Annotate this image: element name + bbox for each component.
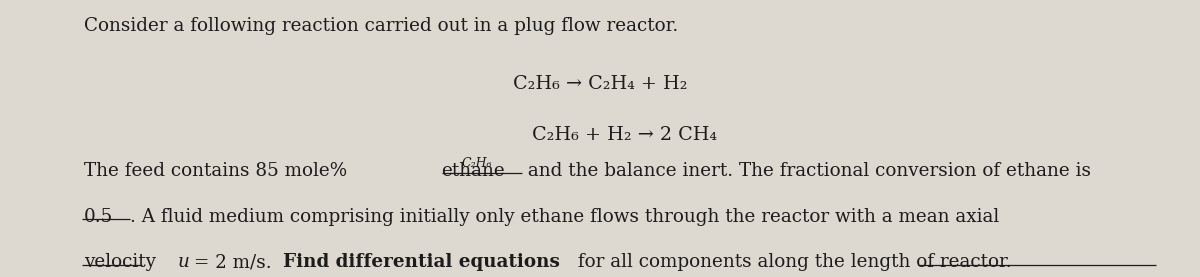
Text: for all components along the length of reactor.: for all components along the length of r… — [572, 253, 1012, 271]
Text: u: u — [178, 253, 190, 271]
Text: C₂H₆ + H₂ → 2 CH₄: C₂H₆ + H₂ → 2 CH₄ — [532, 126, 716, 144]
Text: and the balance inert. The fractional conversion of ethane is: and the balance inert. The fractional co… — [522, 162, 1091, 180]
Text: C₂H₆ → C₂H₄ + H₂: C₂H₆ → C₂H₄ + H₂ — [512, 75, 688, 93]
Text: . A fluid medium comprising initially only ethane flows through the reactor with: . A fluid medium comprising initially on… — [130, 208, 998, 226]
Text: ethane: ethane — [442, 162, 505, 180]
Text: Consider a following reaction carried out in a plug flow reactor.: Consider a following reaction carried ou… — [84, 17, 678, 35]
Text: velocity: velocity — [84, 253, 162, 271]
Text: C₂H₆: C₂H₆ — [462, 157, 492, 170]
Text: Find differential equations: Find differential equations — [283, 253, 560, 271]
Text: 0.5: 0.5 — [84, 208, 113, 226]
Text: The feed contains 85 mole%: The feed contains 85 mole% — [84, 162, 353, 180]
Text: = 2 m/s.: = 2 m/s. — [188, 253, 278, 271]
